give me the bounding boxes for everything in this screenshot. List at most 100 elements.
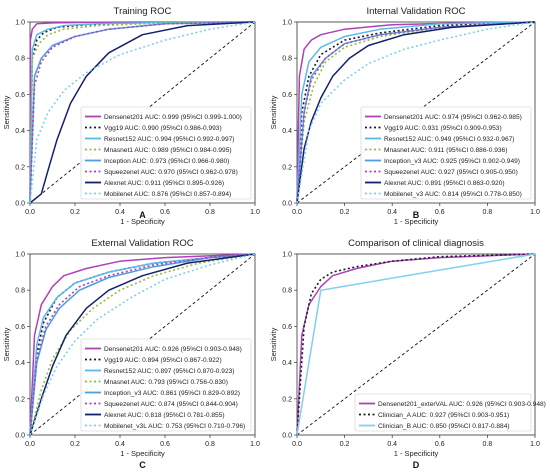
legend-entry: Inception AUC: 0.973 (95%CI 0.966-0.980) (104, 158, 229, 165)
x-axis-label: 1 - Specificity (120, 217, 165, 226)
legend-entry: Alexnet AUC: 0.911 (95%CI 0.895-0.926) (104, 180, 224, 187)
y-tick-label: 0.2 (15, 164, 25, 171)
legend-entry: Inception_v3 AUC: 0.861 (95%CI 0.829-0.8… (104, 390, 240, 397)
y-tick-label: 0.4 (282, 360, 292, 367)
chance-diagonal (296, 253, 536, 436)
roc-curve-2 (296, 253, 536, 436)
y-tick-label: 0.8 (282, 288, 292, 295)
y-tick-label: 0.0 (15, 201, 25, 208)
roc-curve-3 (29, 253, 256, 436)
y-axis-label: Sensitivity (269, 327, 278, 361)
x-tick-label: 0.4 (387, 441, 397, 448)
y-axis-label: Sensitivity (269, 95, 278, 129)
roc-curve-4 (29, 253, 256, 436)
x-tick-label: 0.8 (205, 441, 215, 448)
chart-title: External Validation ROC (91, 238, 193, 249)
roc-curve-3 (296, 21, 536, 204)
y-tick-label: 0.4 (15, 360, 25, 367)
x-tick-label: 0.2 (340, 441, 350, 448)
legend-entry: Inception_v3 AUC: 0.925 (95%CI 0.902-0.9… (384, 158, 520, 165)
x-tick-label: 1.0 (250, 441, 260, 448)
legend-entry: Mnasnet1 AUC: 0.989 (95%CI 0.984-0.995) (104, 147, 232, 154)
roc-panel-a: Training ROC 0.00.0 0.2 0.2 0.4 0.4 0.6 0.6 0.8 0… (2, 6, 260, 226)
x-tick-label: 0.8 (483, 209, 493, 216)
legend-entry: Squeezenet AUC: 0.927 (95%CI 0.905-0.950… (384, 169, 518, 176)
roc-curve-2 (29, 21, 256, 204)
x-tick-label: 0.0 (292, 209, 302, 216)
y-tick-label: 0.6 (282, 92, 292, 99)
x-axis-label: 1 - Specificity (120, 449, 165, 458)
plot-frame (29, 253, 256, 436)
y-axis-label: Sensitivity (2, 327, 11, 361)
x-tick-label: 0.0 (25, 441, 35, 448)
legend-entry: Alexnet AUC: 0.818 (95%CI 0.781-0.855) (104, 412, 225, 419)
roc-curve-8 (29, 21, 256, 204)
x-tick-label: 0.4 (387, 209, 397, 216)
roc-curve-4 (29, 21, 256, 204)
roc-curve-5 (29, 253, 256, 436)
y-tick-label: 0.6 (15, 324, 25, 331)
y-tick-label: 0.4 (282, 128, 292, 135)
roc-curve-2 (296, 21, 536, 204)
legend-entry: Mnasnet AUC: 0.911 (95%CI 0.886-0.936) (384, 147, 507, 154)
x-tick-label: 0.8 (205, 209, 215, 216)
legend-entry: Mnasnet AUC: 0.793 (95%CI 0.756-0.830) (104, 379, 228, 386)
chart-title: Comparison of clinical diagnosis (348, 238, 484, 249)
x-tick-label: 0.6 (160, 441, 170, 448)
legend: Densenet201 AUC: 0.926 (95%CI 0.903-0.94… (80, 338, 252, 432)
legend-entry: Mobilenet AUC: 0.876 (95%CI 0.857-0.894) (104, 191, 231, 198)
legend-entry: Densenet201 AUC: 0.999 (95%CI 0.999-1.00… (104, 114, 242, 121)
legend-entry: Vgg19 AUC: 0.931 (95%CI 0.909-0.953) (384, 125, 502, 132)
y-tick-label: 1.0 (282, 20, 292, 27)
y-tick-label: 0.4 (15, 128, 25, 135)
chart-title: Training ROC (114, 6, 172, 17)
legend-entry: Mobilenet_v3L AUC: 0.753 (95%CI 0.710-0.… (104, 423, 245, 430)
plot-frame (296, 253, 536, 436)
x-tick-label: 0.8 (483, 441, 493, 448)
roc-curve-6 (29, 21, 256, 204)
y-tick-label: 0.8 (15, 288, 25, 295)
y-tick-label: 1.0 (282, 252, 292, 259)
panel-label: B (413, 210, 420, 220)
x-tick-label: 0.6 (435, 209, 445, 216)
legend: Densenet201 AUC: 0.999 (95%CI 0.999-1.00… (80, 106, 252, 200)
roc-curve-7 (29, 253, 256, 436)
legend-box (354, 393, 532, 432)
panel-label: A (139, 210, 146, 220)
roc-panel-b: Internal Validation ROC 0.00.0 0.2 0.2 0.4 0.… (269, 6, 540, 226)
y-tick-label: 0.6 (282, 324, 292, 331)
roc-curve-8 (29, 253, 256, 436)
legend: Densenet201_exterVAL AUC: 0.926 (95%CI 0… (354, 393, 546, 432)
x-axis-label: 1 - Specificity (394, 217, 439, 226)
x-tick-label: 1.0 (530, 209, 540, 216)
legend-entry: Vgg19 AUC: 0.894 (95%CI 0.867-0.922) (104, 357, 222, 364)
legend: Densenet201 AUC: 0.974 (95%CI 0.962-0.98… (360, 106, 532, 200)
y-tick-label: 1.0 (15, 252, 25, 259)
legend-box (80, 106, 252, 200)
legend-entry: Resnet152 AUC: 0.994 (95%CI 0.992-0.997) (104, 136, 235, 143)
x-axis-label: 1 - Specificity (394, 449, 439, 458)
legend-entry: Densenet201 AUC: 0.926 (95%CI 0.903-0.94… (104, 346, 242, 353)
x-tick-label: 0.0 (25, 209, 35, 216)
roc-curve-1 (29, 253, 256, 436)
x-tick-label: 0.2 (70, 441, 80, 448)
y-tick-label: 0.0 (282, 433, 292, 440)
y-tick-label: 0.2 (282, 164, 292, 171)
legend-entry: Clinician_B AUC: 0.850 (95%CI 0.817-0.88… (378, 423, 510, 430)
y-tick-label: 0.6 (15, 92, 25, 99)
legend-entry: Clinician_A AUC: 0.927 (95%CI 0.903-0.95… (378, 412, 509, 419)
legend-entry: Resnet152 AUC: 0.897 (95%CI 0.870-0.923) (104, 368, 235, 375)
x-tick-label: 0.6 (435, 441, 445, 448)
x-tick-label: 1.0 (530, 441, 540, 448)
roc-panel-d: Comparison of clinical diagnosis 0.00.0 0.… (269, 238, 546, 470)
panel-label: D (413, 460, 420, 470)
x-tick-label: 0.0 (292, 441, 302, 448)
chart-title: Internal Validation ROC (366, 6, 465, 17)
legend-entry: Squeezenet AUC: 0.970 (95%CI 0.962-0.978… (104, 169, 238, 176)
y-tick-label: 0.8 (15, 56, 25, 63)
legend-box (80, 338, 252, 432)
legend-entry: Densenet201_exterVAL AUC: 0.926 (95%CI 0… (378, 401, 546, 408)
plot-frame (296, 21, 536, 204)
legend-box (360, 106, 532, 200)
